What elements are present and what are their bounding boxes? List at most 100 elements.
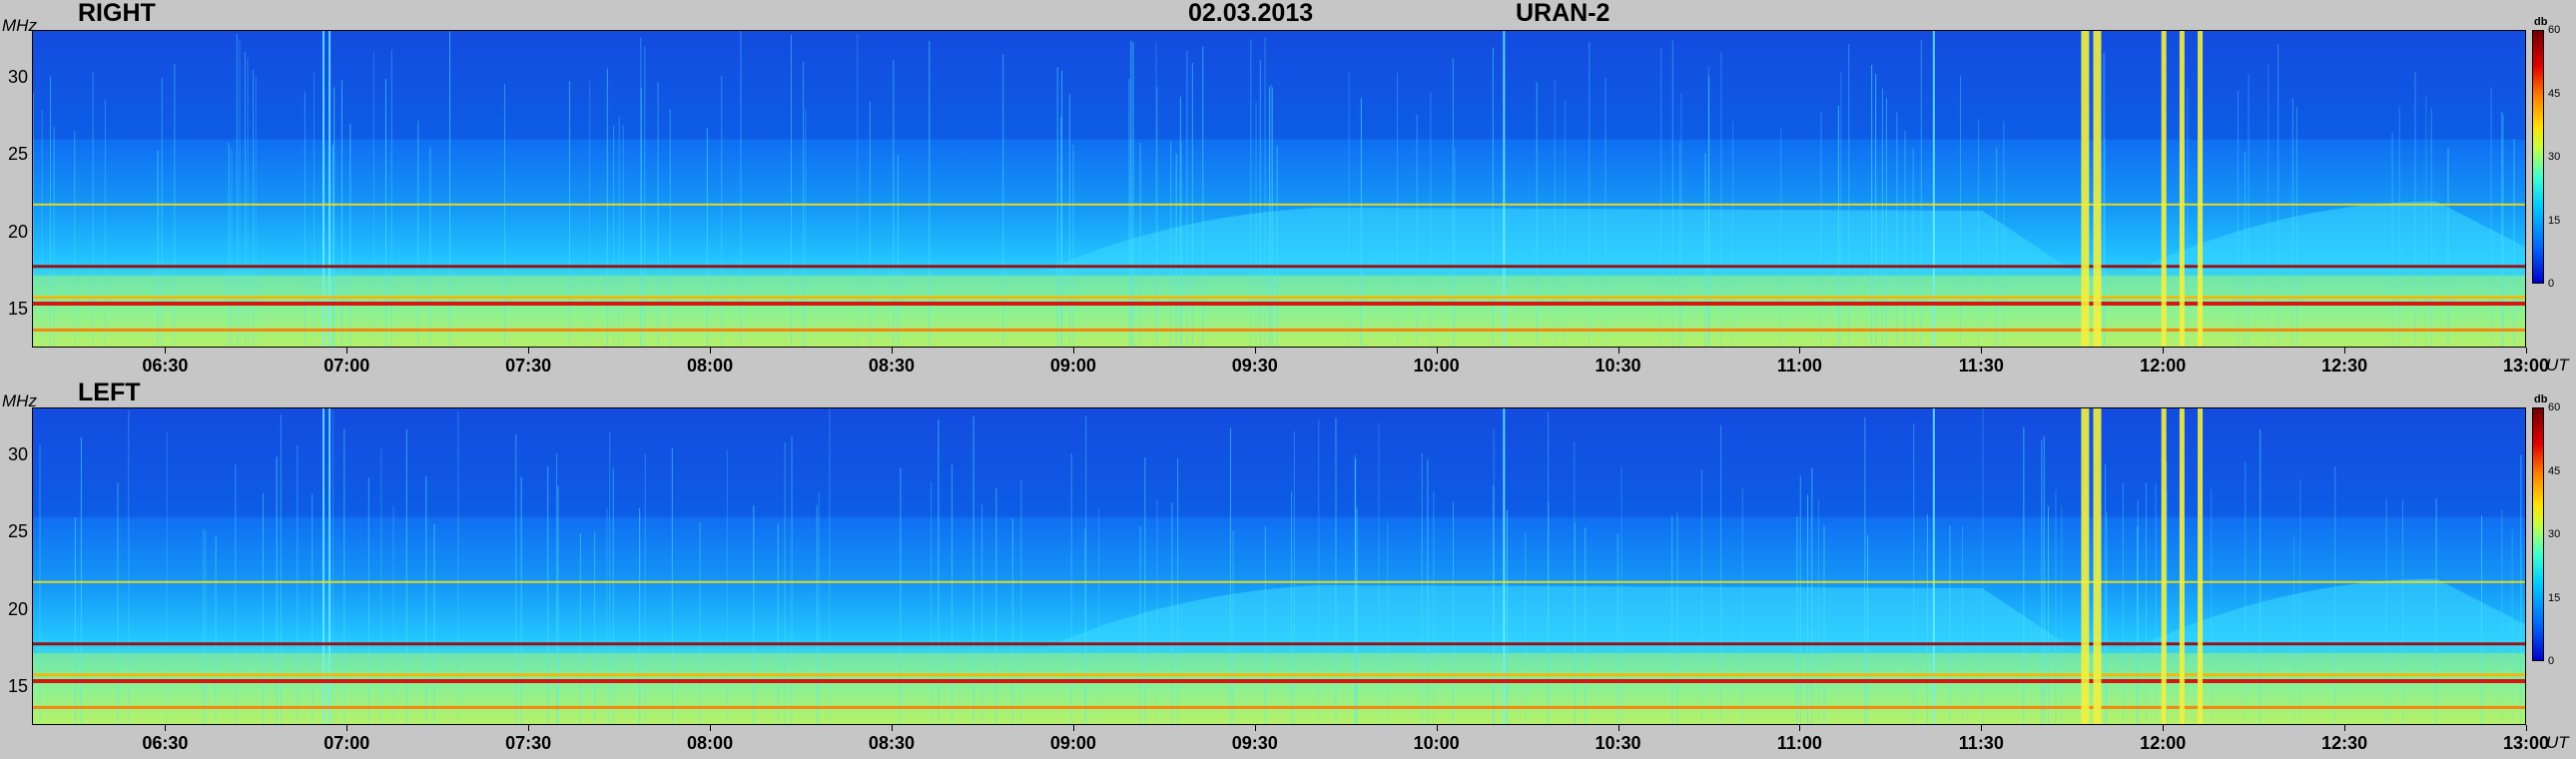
diffuse-emission-region [2133,578,2525,649]
colorbar-tick-label: 15 [2548,591,2561,604]
x-axis-unit: UT [2546,356,2569,375]
x-tick-label: 06:30 [142,356,189,376]
y-tick-label: 30 [7,66,28,87]
diffuse-emission-region [1043,207,2074,272]
panel-title-left: LEFT [78,379,141,406]
x-tick-mark [1072,348,1074,354]
x-tick-mark [1617,725,1619,731]
radio-burst [2198,31,2204,347]
x-tick-label: 07:00 [323,733,370,753]
x-tick-mark [346,348,348,354]
x-tick-mark [1072,725,1074,731]
x-tick-label: 07:30 [505,356,552,376]
x-tick-mark [2526,725,2527,731]
colorbar [2532,30,2544,284]
x-tick-mark [1799,725,1801,731]
x-tick-label: 06:30 [142,733,189,753]
x-tick-label: 09:00 [1049,733,1096,753]
x-tick-label: 10:00 [1413,733,1460,753]
x-tick-label: 10:30 [1595,356,1641,376]
quiet-band-region [33,408,2525,517]
radio-burst [2081,408,2090,724]
x-tick-label: 07:00 [323,356,370,376]
x-tick-mark [891,348,893,354]
colorbar-tick-label: 0 [2548,278,2555,290]
x-tick-label: 11:00 [1776,356,1822,376]
y-tick-label: 20 [7,598,28,619]
x-tick-mark [710,348,712,354]
y-tick-label: 20 [7,221,28,242]
colorbar-unit: db [2534,393,2548,405]
x-tick-mark [710,725,712,731]
diffuse-emission-region [1043,584,2074,649]
x-tick-mark [1254,348,1256,354]
x-tick-label: 09:30 [1231,733,1278,753]
y-tick-label: 15 [7,676,28,697]
x-tick-mark [528,725,530,731]
radio-burst [2161,31,2167,347]
x-tick-label: 09:30 [1231,356,1278,376]
lowfreq-emission-zone [33,653,2525,724]
x-tick-label: 12:30 [2321,356,2368,376]
colorbar [2532,407,2544,661]
x-tick-mark [1617,348,1619,354]
radio-burst [2093,408,2102,724]
x-tick-label: 12:00 [2140,733,2187,753]
x-tick-mark [165,348,167,354]
x-tick-label: 08:30 [868,733,915,753]
x-tick-label: 10:00 [1413,356,1460,376]
x-tick-label: 11:00 [1776,733,1822,753]
y-tick-label: 30 [7,443,28,464]
colorbar-tick-label: 30 [2548,151,2561,163]
colorbar-unit: db [2534,16,2548,28]
x-tick-mark [1981,348,1983,354]
radio-burst [2198,408,2204,724]
radio-burst [2161,408,2167,724]
radio-burst [2179,408,2185,724]
colorbar-tick-label: 45 [2548,87,2561,100]
y-tick-label: 25 [7,144,28,165]
x-tick-mark [1254,725,1256,731]
panel-title-right: RIGHT [78,0,156,27]
radio-burst [2081,31,2090,347]
x-tick-mark [2344,348,2346,354]
x-tick-label: 08:30 [868,356,915,376]
x-tick-mark [346,725,348,731]
x-tick-mark [1981,725,1983,731]
spectrogram-svg [33,408,2525,724]
x-axis-unit: UT [2546,733,2569,752]
x-tick-mark [165,725,167,731]
colorbar-tick-label: 15 [2548,214,2561,227]
colorbar-tick-label: 60 [2548,401,2561,413]
x-tick-label: 07:30 [505,733,552,753]
y-tick-label: 15 [7,299,28,320]
y-tick-label: 25 [7,521,28,542]
x-tick-label: 11:30 [1958,733,2004,753]
x-tick-label: 13:00 [2502,733,2550,753]
x-tick-mark [1436,348,1438,354]
x-tick-mark [2163,348,2165,354]
x-tick-label: 11:30 [1958,356,2004,376]
x-tick-label: 08:00 [687,356,734,376]
colorbar-tick-label: 60 [2548,24,2561,36]
spectrogram-svg [33,31,2525,347]
y-axis-unit-right: MHz [2,16,37,35]
station-label: URAN-2 [1516,0,1610,27]
x-tick-label: 12:00 [2140,356,2187,376]
radio-burst [2179,31,2185,347]
x-tick-mark [2163,725,2165,731]
lowfreq-emission-zone [33,276,2525,347]
x-tick-label: 12:30 [2321,733,2368,753]
spectrogram-plot [32,30,2526,348]
x-tick-mark [1436,725,1438,731]
spectrogram-plot [32,407,2526,725]
x-tick-mark [891,725,893,731]
x-tick-mark [1799,348,1801,354]
x-tick-mark [528,348,530,354]
x-tick-label: 09:00 [1049,356,1096,376]
date-label: 02.03.2013 [1188,0,1314,27]
quiet-band-region [33,31,2525,140]
x-tick-label: 10:30 [1595,733,1641,753]
x-tick-label: 13:00 [2502,356,2550,376]
radio-burst [2093,31,2102,347]
